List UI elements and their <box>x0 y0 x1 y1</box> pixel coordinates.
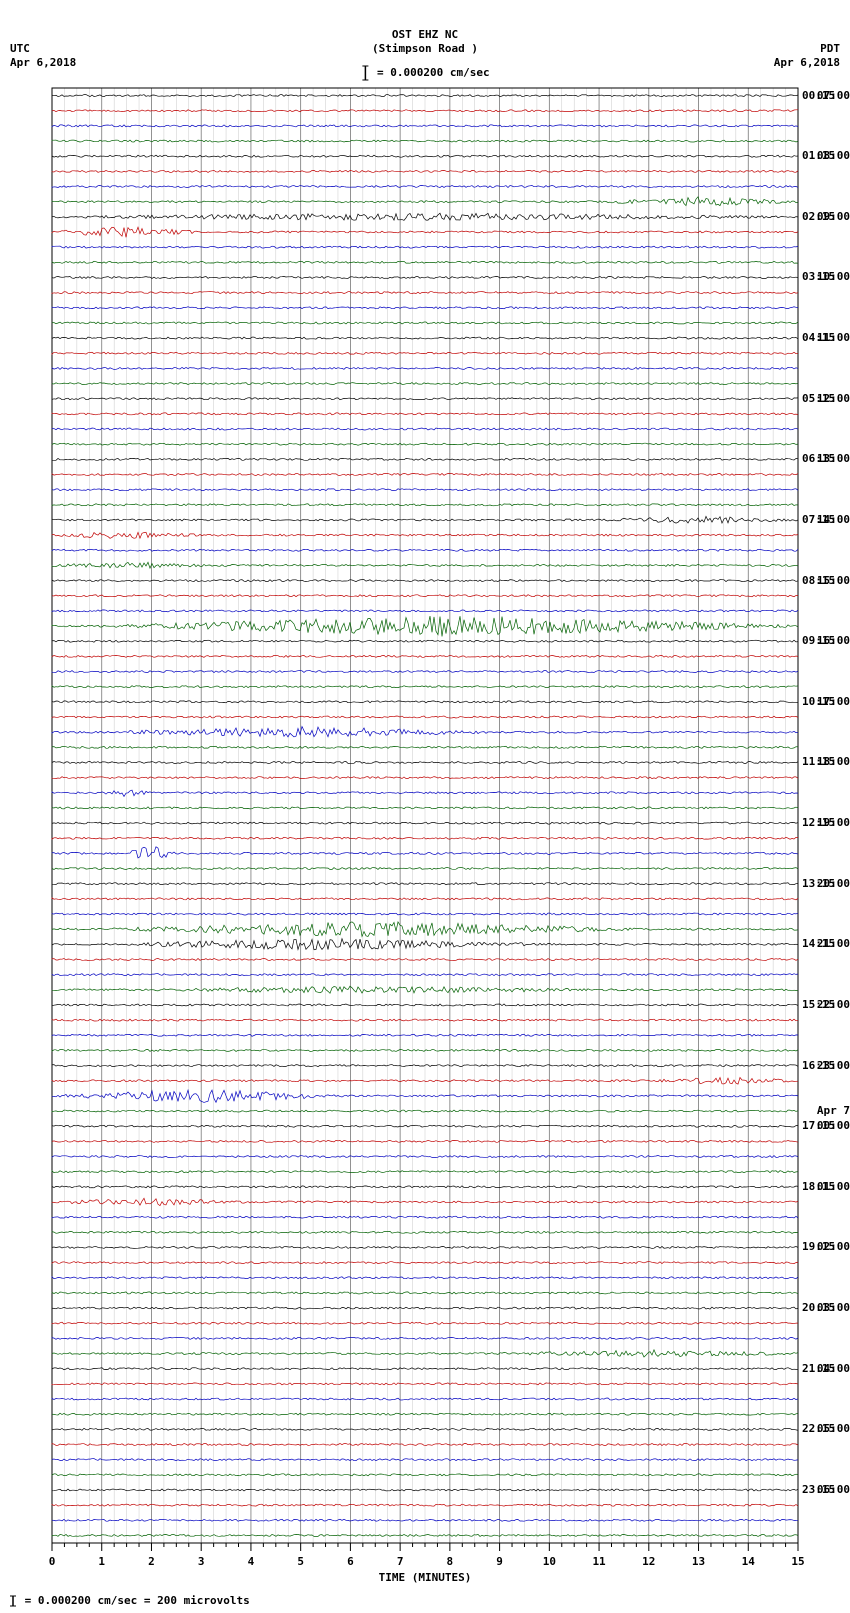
svg-text:12: 12 <box>642 1555 655 1568</box>
svg-text:TIME (MINUTES): TIME (MINUTES) <box>379 1571 472 1584</box>
svg-text:13: 13 <box>692 1555 705 1568</box>
svg-text:6: 6 <box>347 1555 354 1568</box>
svg-text:7: 7 <box>397 1555 404 1568</box>
footer-text: = 0.000200 cm/sec = 200 microvolts <box>25 1594 250 1607</box>
svg-text:0: 0 <box>49 1555 56 1568</box>
svg-text:2: 2 <box>148 1555 155 1568</box>
svg-text:9: 9 <box>496 1555 503 1568</box>
svg-text:11: 11 <box>592 1555 606 1568</box>
svg-text:10: 10 <box>543 1555 556 1568</box>
svg-text:14: 14 <box>742 1555 756 1568</box>
svg-text:15: 15 <box>791 1555 804 1568</box>
seismogram-plot: 0123456789101112131415TIME (MINUTES) <box>0 0 850 1603</box>
footer-scale: = 0.000200 cm/sec = 200 microvolts <box>8 1594 250 1607</box>
svg-text:1: 1 <box>98 1555 105 1568</box>
svg-text:3: 3 <box>198 1555 205 1568</box>
svg-text:5: 5 <box>297 1555 304 1568</box>
svg-text:4: 4 <box>248 1555 255 1568</box>
seismogram-container: OST EHZ NC (Stimpson Road ) UTC Apr 6,20… <box>0 0 850 1613</box>
svg-text:8: 8 <box>447 1555 454 1568</box>
